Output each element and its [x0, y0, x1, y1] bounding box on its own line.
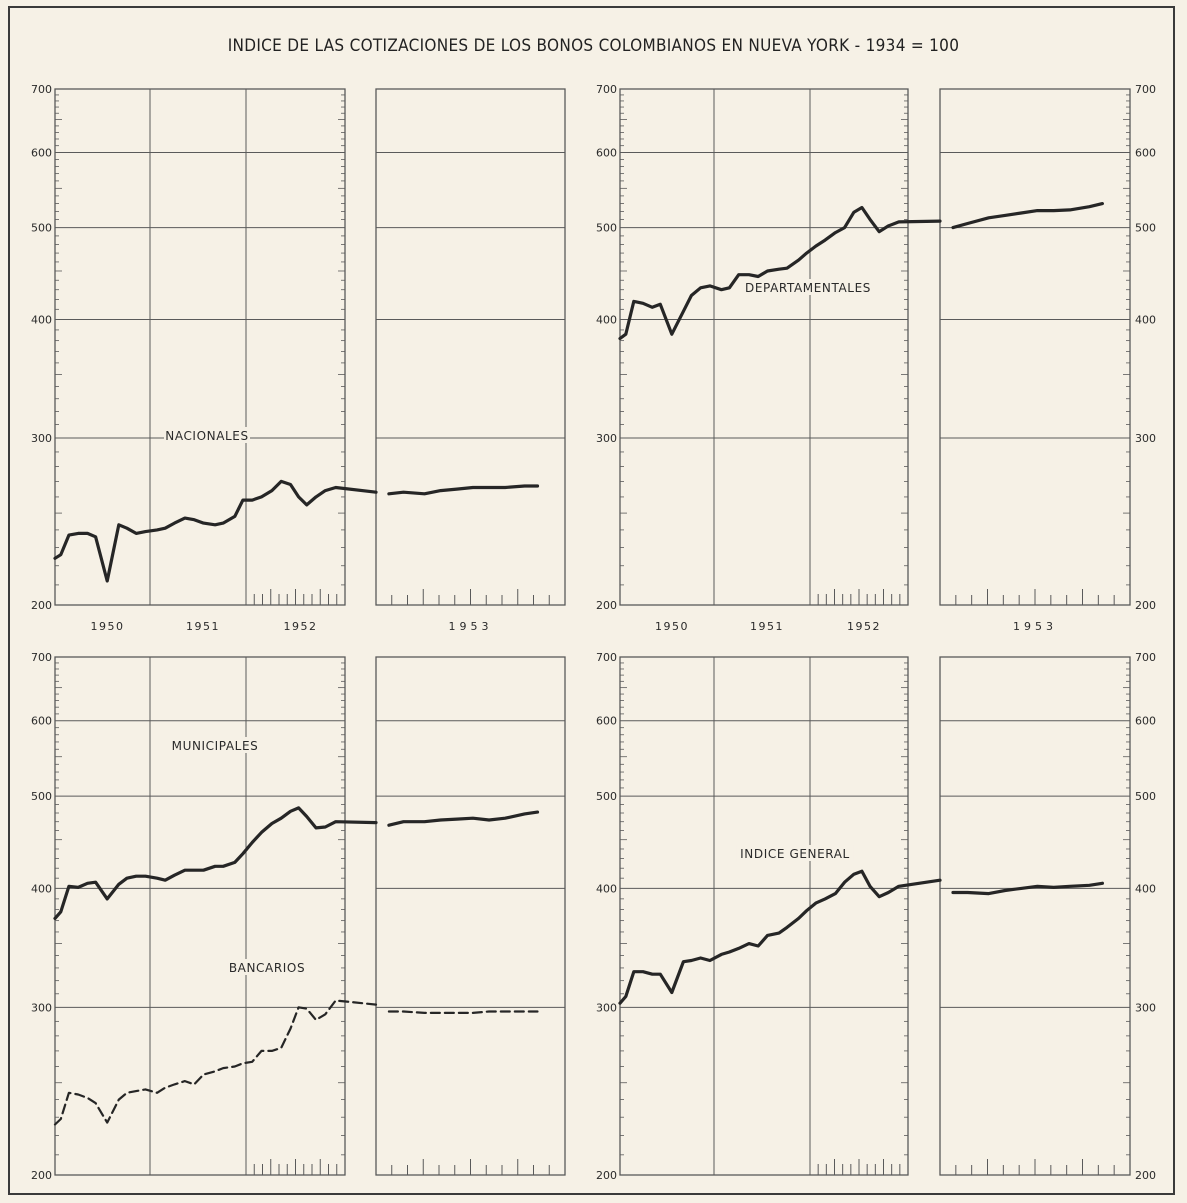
y-tick-label: 400 [31, 882, 52, 895]
series-label-municipales: MUNICIPALES [172, 739, 259, 753]
y-tick-label: 200 [1135, 599, 1156, 612]
y-tick-label: 700 [31, 651, 52, 664]
year-label-1950: 1950 [91, 620, 125, 633]
series-line-bancarios-1953 [387, 1010, 539, 1015]
y-tick-label: 300 [596, 432, 617, 445]
y-tick-label: 400 [596, 313, 617, 326]
panel-tl-box-right [375, 88, 566, 606]
year-label-1952: 1952 [284, 620, 318, 633]
y-tick-label: 500 [31, 222, 52, 235]
series-line-municipales [53, 806, 378, 921]
y-tick-label: 300 [1135, 1001, 1156, 1014]
series-label-bg [164, 427, 250, 443]
y-tick-label: 200 [596, 599, 617, 612]
y-tick-label: 400 [31, 313, 52, 326]
y-tick-label: 700 [1135, 83, 1156, 96]
series-label-nacionales: NACIONALES [165, 429, 248, 443]
year-label-1953: 1953 [449, 620, 493, 633]
y-tick-label: 200 [31, 1169, 52, 1182]
series-line-indice-general [618, 869, 942, 1005]
year-label-1951: 1951 [750, 620, 784, 633]
y-tick-label: 500 [596, 222, 617, 235]
series-line-municipales-1953 [387, 810, 540, 827]
y-tick-label: 200 [31, 599, 52, 612]
series-label-bg [736, 845, 854, 861]
series-line-departamentales [618, 205, 942, 341]
year-label-1953: 1953 [1013, 620, 1057, 633]
y-tick-label: 300 [1135, 432, 1156, 445]
y-tick-label: 500 [31, 790, 52, 803]
y-tick-label: 500 [1135, 222, 1156, 235]
panel-tr-box-left [619, 88, 909, 606]
y-tick-label: 600 [1135, 715, 1156, 728]
y-tick-label: 500 [596, 790, 617, 803]
y-tick-label: 600 [596, 715, 617, 728]
y-tick-label: 300 [31, 1001, 52, 1014]
panel-bl-box-right [375, 656, 566, 1176]
series-line-departamentales-1953 [951, 202, 1105, 230]
panel-bl-box-left [54, 656, 346, 1176]
y-tick-label: 400 [1135, 882, 1156, 895]
panel-br-box-right [939, 656, 1131, 1176]
y-tick-label: 700 [596, 651, 617, 664]
panel-tr-box-right [939, 88, 1131, 606]
panel-br-box-left [619, 656, 909, 1176]
y-tick-label: 700 [596, 83, 617, 96]
year-label-1951: 1951 [186, 620, 220, 633]
series-line-indice-general-1953 [951, 881, 1105, 896]
y-tick-label: 700 [31, 83, 52, 96]
chart-frame [8, 6, 1175, 1195]
y-tick-label: 600 [1135, 146, 1156, 159]
year-label-1950: 1950 [655, 620, 689, 633]
series-label-bancarios: BANCARIOS [229, 961, 305, 975]
series-label-bg [168, 737, 262, 753]
y-tick-label: 600 [31, 715, 52, 728]
series-label-bg [227, 959, 307, 975]
y-tick-label: 600 [596, 146, 617, 159]
series-label-indice-general: INDICE GENERAL [740, 847, 850, 861]
y-tick-label: 200 [1135, 1169, 1156, 1182]
y-tick-label: 600 [31, 146, 52, 159]
series-line-bancarios [53, 999, 378, 1126]
y-tick-label: 500 [1135, 790, 1156, 803]
series-label-bg [746, 279, 870, 295]
series-line-nacionales [53, 479, 378, 583]
y-tick-label: 400 [1135, 313, 1156, 326]
y-tick-label: 400 [596, 882, 617, 895]
y-tick-label: 300 [31, 432, 52, 445]
series-line-nacionales-1953 [387, 484, 540, 496]
chart-title: INDICE DE LAS COTIZACIONES DE LOS BONOS … [227, 36, 960, 56]
y-tick-label: 700 [1135, 651, 1156, 664]
y-tick-label: 300 [596, 1001, 617, 1014]
year-label-1952: 1952 [847, 620, 881, 633]
y-tick-label: 200 [596, 1169, 617, 1182]
panel-tl-box-left [54, 88, 346, 606]
series-label-departamentales: DEPARTAMENTALES [745, 281, 871, 295]
